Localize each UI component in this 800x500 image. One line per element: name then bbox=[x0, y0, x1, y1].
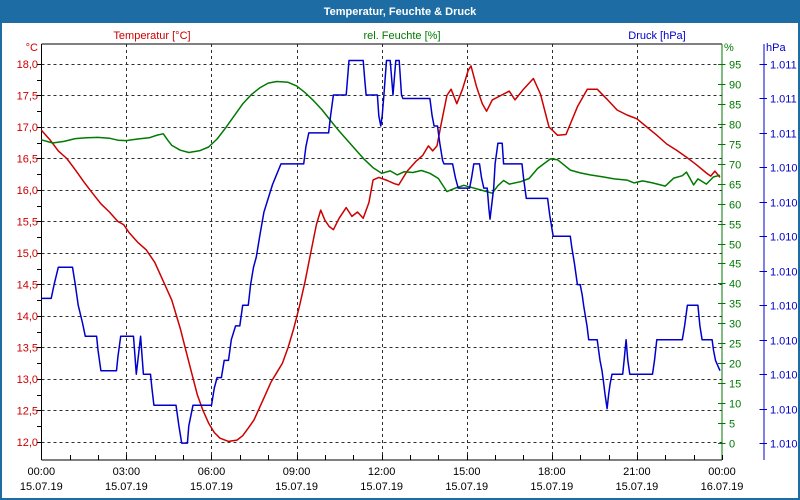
x-time-label: 15:00 bbox=[453, 466, 481, 478]
legend-pressure-label: Druck [hPa] bbox=[628, 30, 686, 42]
temperature-tick-label: 13,5 bbox=[17, 342, 38, 354]
temperature-tick-label: 15,5 bbox=[17, 216, 38, 228]
humidity-tick-label: 35 bbox=[729, 299, 741, 311]
x-date-label: 15.07.19 bbox=[445, 481, 488, 493]
x-time-label: 18:00 bbox=[538, 466, 566, 478]
humidity-tick-label: 20 bbox=[729, 359, 741, 371]
humidity-tick-label: 90 bbox=[729, 80, 741, 92]
humidity-tick-label: 65 bbox=[729, 180, 741, 192]
temperature-tick-label: 13,0 bbox=[17, 374, 38, 386]
humidity-tick-label: 45 bbox=[729, 259, 741, 271]
pressure-tick-label: 1.010 bbox=[770, 232, 798, 244]
pressure-tick-label: 1.010 bbox=[770, 198, 798, 210]
humidity-tick-label: 15 bbox=[729, 379, 741, 391]
pressure-tick-label: 1.010 bbox=[770, 163, 798, 175]
x-time-label: 21:00 bbox=[623, 466, 651, 478]
temperature-tick-label: 12,0 bbox=[17, 437, 38, 449]
x-date-label: 15.07.19 bbox=[190, 481, 233, 493]
x-date-label: 15.07.19 bbox=[530, 481, 573, 493]
humidity-tick-label: 0 bbox=[729, 439, 735, 451]
temperature-tick-label: 14,5 bbox=[17, 279, 38, 291]
window-title: Temperatur, Feuchte & Druck bbox=[323, 6, 477, 18]
x-time-label: 03:00 bbox=[113, 466, 141, 478]
humidity-tick-label: 25 bbox=[729, 339, 741, 351]
temperature-tick-label: 14,0 bbox=[17, 311, 38, 323]
pressure-tick-label: 1.010 bbox=[770, 301, 798, 313]
humidity-tick-label: 5 bbox=[729, 419, 735, 431]
pressure-tick-label: 1.010 bbox=[770, 336, 798, 348]
humidity-tick-label: 85 bbox=[729, 100, 741, 112]
temperature-tick-label: 15,0 bbox=[17, 248, 38, 260]
x-time-label: 00:00 bbox=[708, 466, 736, 478]
pressure-tick-label: 1.011 bbox=[770, 60, 797, 72]
temperature-tick-label: 16,5 bbox=[17, 153, 38, 165]
pressure-tick-label: 1.011 bbox=[770, 129, 797, 141]
humidity-tick-label: 60 bbox=[729, 200, 741, 212]
x-time-label: 00:00 bbox=[28, 466, 56, 478]
humidity-tick-label: 95 bbox=[729, 60, 741, 72]
temperature-series-line bbox=[40, 65, 721, 443]
temperature-tick-label: 16,0 bbox=[17, 185, 38, 197]
temperature-axis-unit-label: °C bbox=[25, 42, 38, 54]
x-time-label: 09:00 bbox=[283, 466, 311, 478]
humidity-tick-label: 80 bbox=[729, 120, 741, 132]
pressure-tick-label: 1.011 bbox=[770, 94, 797, 106]
x-time-label: 06:00 bbox=[198, 466, 226, 478]
pressure-axis-unit-label: hPa bbox=[766, 42, 786, 54]
temperature-tick-label: 18,0 bbox=[17, 59, 38, 71]
x-date-label: 15.07.19 bbox=[105, 481, 148, 493]
humidity-tick-label: 40 bbox=[729, 279, 741, 291]
humidity-tick-label: 50 bbox=[729, 240, 741, 252]
x-date-label: 16.07.19 bbox=[701, 481, 744, 493]
window-titlebar[interactable]: Temperatur, Feuchte & Druck bbox=[2, 2, 798, 23]
legend-humidity-label: rel. Feuchte [%] bbox=[363, 30, 441, 42]
temperature-tick-label: 12,5 bbox=[17, 405, 38, 417]
x-date-label: 15.07.19 bbox=[20, 481, 63, 493]
pressure-tick-label: 1.010 bbox=[770, 267, 798, 279]
x-date-label: 15.07.19 bbox=[615, 481, 658, 493]
pressure-tick-label: 1.010 bbox=[770, 439, 798, 451]
humidity-tick-label: 10 bbox=[729, 399, 741, 411]
x-time-label: 12:00 bbox=[368, 466, 396, 478]
x-date-label: 15.07.19 bbox=[275, 481, 318, 493]
temperature-tick-label: 17,0 bbox=[17, 122, 38, 134]
humidity-tick-label: 70 bbox=[729, 160, 741, 172]
pressure-tick-label: 1.010 bbox=[770, 370, 798, 382]
pressure-series-line bbox=[41, 59, 721, 444]
humidity-axis-unit-label: % bbox=[724, 42, 734, 54]
legend-temperature-label: Temperatur [°C] bbox=[113, 30, 191, 42]
humidity-tick-label: 55 bbox=[729, 220, 741, 232]
temperature-tick-label: 17,5 bbox=[17, 90, 38, 102]
humidity-series-line bbox=[41, 80, 721, 194]
pressure-tick-label: 1.010 bbox=[770, 405, 798, 417]
x-date-label: 15.07.19 bbox=[360, 481, 403, 493]
humidity-tick-label: 30 bbox=[729, 319, 741, 331]
humidity-tick-label: 75 bbox=[729, 140, 741, 152]
